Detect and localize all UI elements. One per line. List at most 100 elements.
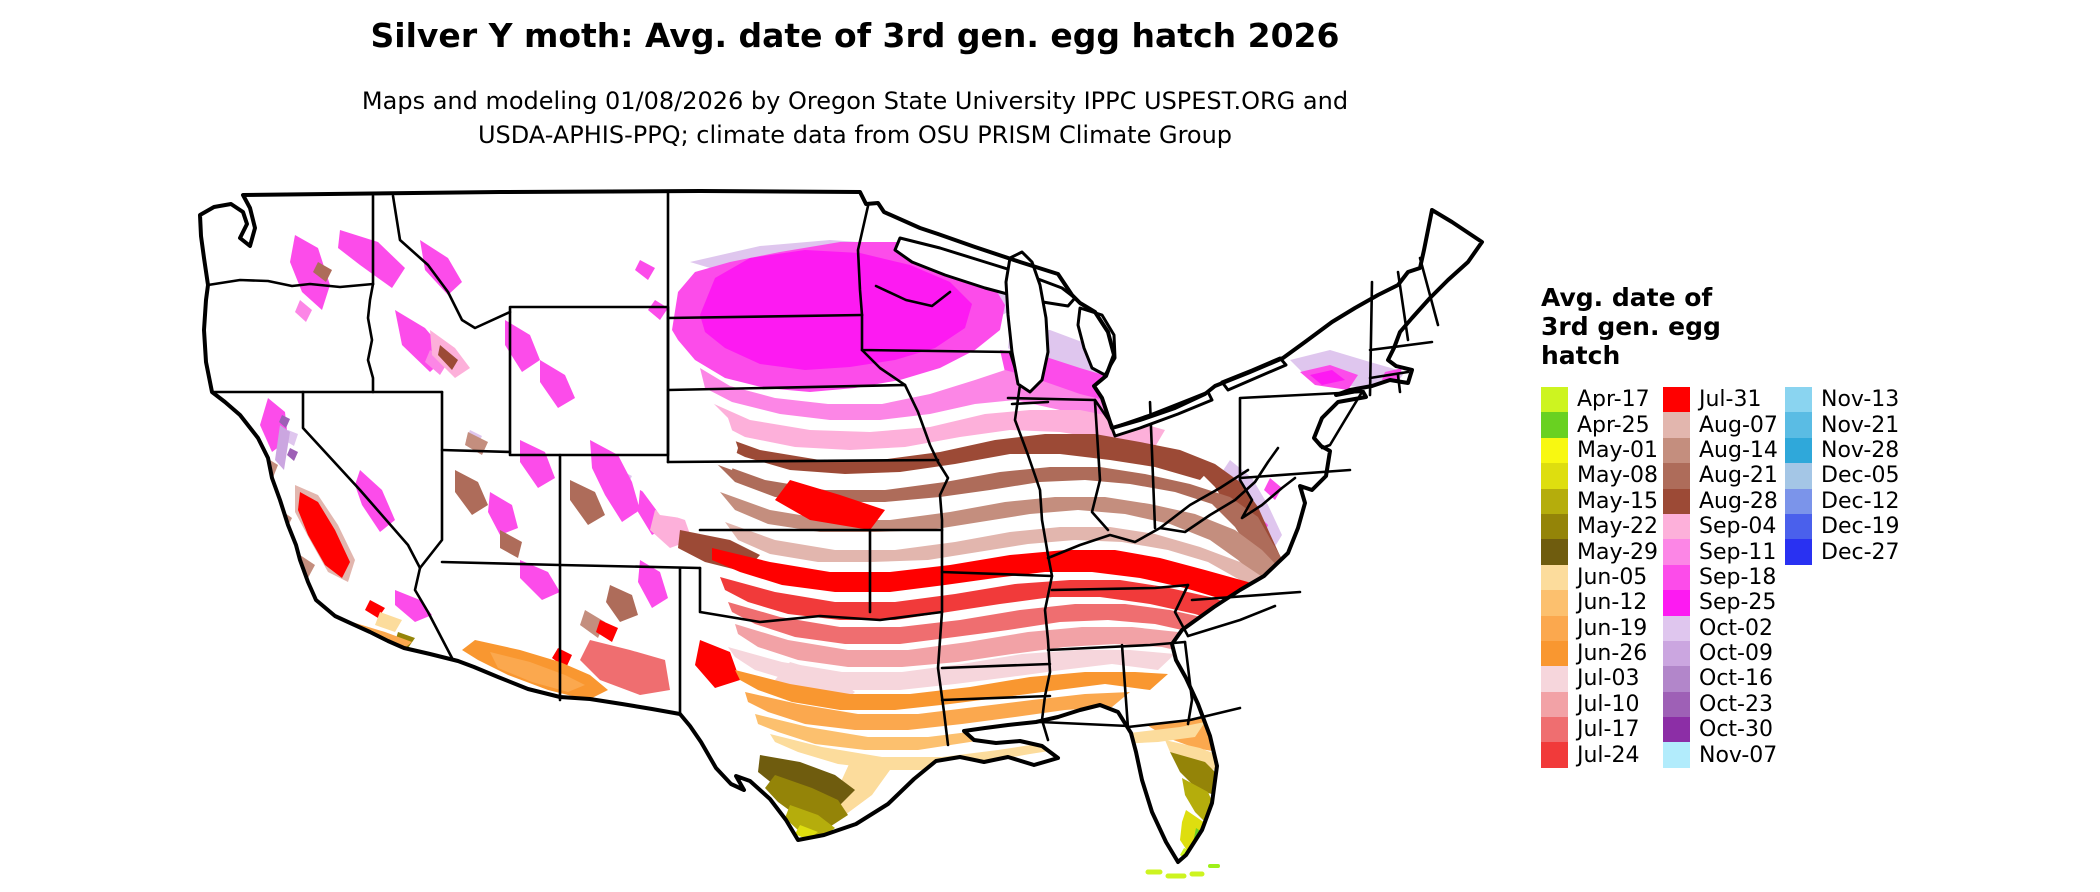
legend-color-chip [1541, 640, 1568, 667]
legend-entry: May-01 [1541, 437, 1663, 464]
legend-entry: Dec-12 [1785, 488, 1907, 514]
legend-color-chip [1663, 488, 1690, 514]
legend-entry: Dec-05 [1785, 463, 1907, 489]
legend-entry-label: Nov-21 [1821, 412, 1900, 438]
legend-entry: Aug-07 [1663, 412, 1785, 438]
legend-entry: Jul-10 [1541, 691, 1663, 718]
legend-entry: Nov-21 [1785, 412, 1907, 438]
subtitle-line-2: USDA-APHIS-PPQ; climate data from OSU PR… [477, 121, 1233, 149]
legend-entry: Aug-28 [1663, 488, 1785, 514]
legend-entry: May-15 [1541, 488, 1663, 514]
legend-entry-label: Jul-10 [1577, 691, 1640, 717]
legend-entry: Jul-31 [1663, 387, 1785, 413]
legend-color-chip [1541, 666, 1568, 692]
legend-entry-label: Aug-14 [1699, 437, 1778, 463]
legend-entry-label: Oct-09 [1699, 641, 1773, 667]
page-subtitle: Maps and modeling 01/08/2026 by Oregon S… [0, 84, 1710, 152]
legend-color-chip [1663, 539, 1690, 565]
legend-entry-label: Dec-19 [1821, 514, 1900, 540]
legend-entry-label: Dec-05 [1821, 463, 1900, 489]
legend-columns: Apr-17 Apr-25 May-01 May-08 May-15 May-22 May-… [1541, 387, 1961, 768]
us-outline [198, 189, 1484, 864]
legend-entry: May-08 [1541, 463, 1663, 489]
legend-entry-label: May-08 [1577, 463, 1659, 489]
legend-color-chip [1541, 437, 1568, 464]
legend-entry: May-22 [1541, 513, 1663, 540]
legend-entry: May-29 [1541, 539, 1663, 565]
legend-entry: Oct-02 [1663, 615, 1785, 641]
legend-entry-label: May-01 [1577, 437, 1659, 463]
legend-entry-label: Jun-12 [1577, 590, 1648, 616]
legend-entry-label: Aug-07 [1699, 412, 1778, 438]
legend-entry-label: Jul-24 [1577, 742, 1640, 768]
legend-entry: Jul-24 [1541, 742, 1663, 768]
legend-column-3: Nov-13 Nov-21 Nov-28 Dec-05 Dec-12 Dec-19 Dec-… [1785, 387, 1907, 768]
legend-title: Avg. date of 3rd gen. egg hatch [1541, 283, 1961, 370]
legend-color-chip [1663, 564, 1690, 591]
state-borders [206, 191, 1440, 747]
legend-color-chip [1785, 513, 1812, 540]
legend-entry-label: Jun-05 [1577, 564, 1648, 590]
legend-color-chip [1785, 463, 1812, 489]
legend-entry-label: Oct-23 [1699, 691, 1773, 717]
legend-color-chip [1541, 387, 1568, 413]
legend-entry-label: Sep-11 [1699, 539, 1777, 565]
legend-entry-label: Dec-27 [1821, 539, 1900, 565]
legend-entry-label: Jul-31 [1699, 387, 1762, 413]
legend-color-chip [1541, 742, 1568, 768]
legend-title-line-1: Avg. date of [1541, 283, 1713, 312]
legend-entry: Jun-12 [1541, 590, 1663, 616]
legend-entry: Dec-19 [1785, 513, 1907, 540]
legend-entry-label: Jul-03 [1577, 666, 1640, 692]
legend-entry: Sep-04 [1663, 513, 1785, 540]
legend-color-chip [1541, 539, 1568, 565]
great-lakes [893, 236, 1288, 438]
legend-entry-label: Oct-16 [1699, 666, 1773, 692]
legend-color-chip [1541, 717, 1568, 743]
legend-entry-label: Oct-30 [1699, 717, 1773, 743]
legend-entry-label: Aug-21 [1699, 463, 1778, 489]
legend-color-chip [1663, 513, 1690, 540]
legend-color-chip [1541, 513, 1568, 540]
legend-color-chip [1663, 387, 1690, 413]
legend-entry-label: Sep-18 [1699, 564, 1777, 590]
legend-entry: Apr-25 [1541, 412, 1663, 438]
legend-entry: Oct-09 [1663, 640, 1785, 667]
legend-entry: Nov-28 [1785, 437, 1907, 464]
legend-entry: Apr-17 [1541, 387, 1663, 413]
legend-color-chip [1663, 742, 1690, 768]
legend-entry: Sep-11 [1663, 539, 1785, 565]
legend-color-chip [1785, 539, 1812, 565]
legend-color-chip [1785, 488, 1812, 514]
legend-entry: Sep-25 [1663, 590, 1785, 616]
legend-color-chip [1541, 412, 1568, 438]
legend-color-chip [1663, 640, 1690, 667]
legend-entry-label: Nov-13 [1821, 387, 1900, 413]
legend-entry-label: Apr-17 [1577, 387, 1650, 413]
legend-color-chip [1541, 615, 1568, 641]
legend-title-line-3: hatch [1541, 341, 1621, 370]
florida-keys [1145, 864, 1220, 879]
legend-color-chip [1541, 691, 1568, 718]
legend-entry-label: May-22 [1577, 514, 1659, 540]
legend-entry: Dec-27 [1785, 539, 1907, 565]
legend-entry: Jun-05 [1541, 564, 1663, 591]
legend-entry: Oct-16 [1663, 666, 1785, 692]
legend-entry: Aug-21 [1663, 463, 1785, 489]
legend-entry-label: Sep-25 [1699, 590, 1777, 616]
legend-entry-label: Sep-04 [1699, 514, 1777, 540]
subtitle-line-1: Maps and modeling 01/08/2026 by Oregon S… [361, 87, 1349, 115]
legend-color-chip [1663, 615, 1690, 641]
legend-entry-label: May-15 [1577, 488, 1659, 514]
legend-entry: Jun-19 [1541, 615, 1663, 641]
legend-column-1: Apr-17 Apr-25 May-01 May-08 May-15 May-22 May-… [1541, 387, 1663, 768]
legend-entry: Aug-14 [1663, 437, 1785, 464]
legend-entry-label: Apr-25 [1577, 412, 1650, 438]
legend-color-chip [1663, 666, 1690, 692]
legend-color-chip [1785, 387, 1812, 413]
legend-color-chip [1785, 412, 1812, 438]
legend-entry-label: Nov-07 [1699, 742, 1778, 768]
legend-entry-label: Dec-12 [1821, 488, 1900, 514]
